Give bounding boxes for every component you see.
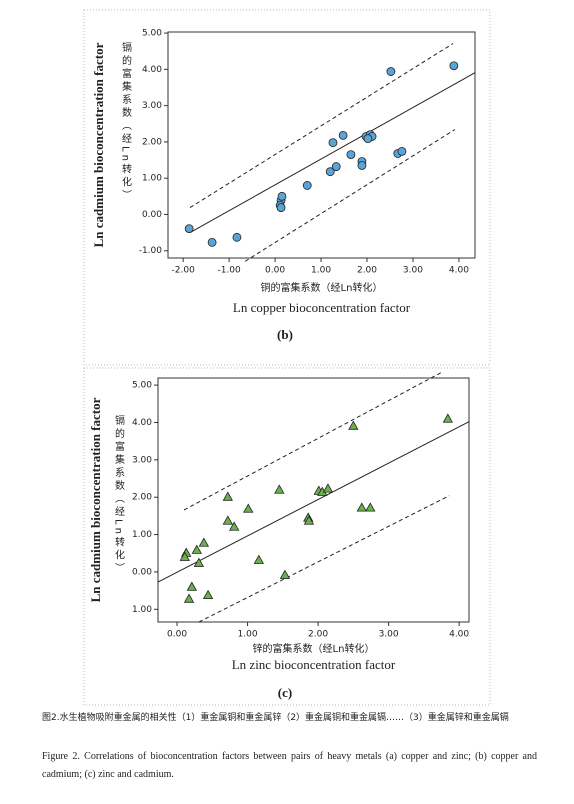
y-tick-label: 5.00 <box>142 29 162 39</box>
point <box>274 484 285 494</box>
y-tick-label: 5.00 <box>132 381 152 391</box>
x-tick-label: 1.00 <box>238 630 258 640</box>
point <box>325 167 335 177</box>
frame-b <box>83 9 491 366</box>
caption-cn: 图2.水生植物吸附重金属的相关性（1）重金属铜和重金属锌（2）重金属铜和重金属镉… <box>42 713 509 723</box>
point <box>222 515 234 525</box>
point <box>253 554 265 564</box>
frame-c <box>83 367 491 706</box>
fit-line <box>183 371 444 511</box>
point <box>183 593 195 603</box>
point <box>363 134 373 144</box>
point <box>191 544 202 554</box>
y-tick-label: 4.00 <box>132 418 152 428</box>
point <box>449 61 459 71</box>
panel-label: (b) <box>277 327 293 342</box>
y-tick-label: 0.00 <box>132 567 152 577</box>
fit-line <box>157 421 470 583</box>
fit-line <box>198 495 450 623</box>
point <box>346 150 356 160</box>
point <box>348 420 359 430</box>
point <box>207 238 217 247</box>
y-tick-label: 3.00 <box>132 455 152 465</box>
point <box>193 557 205 567</box>
x-tick-label: 4.00 <box>449 630 469 640</box>
y-tick-label: 1.00 <box>132 605 152 615</box>
point <box>222 491 234 501</box>
y-tick-label: 1.00 <box>142 174 162 184</box>
y-tick-label: 3.00 <box>142 101 162 111</box>
fit-line <box>189 72 476 234</box>
point <box>228 521 240 531</box>
fit-line <box>189 43 454 209</box>
y-axis-label-en: Ln cadmium bioconcentration factor <box>88 397 103 602</box>
point <box>186 581 198 591</box>
point <box>277 191 287 201</box>
point <box>243 503 254 513</box>
x-axis-label-en: Ln zinc bioconcentration factor <box>232 657 396 672</box>
x-tick-label: -1.00 <box>217 266 241 276</box>
y-axis-label-en: Ln cadmium bioconcentration factor <box>91 42 106 247</box>
point <box>202 589 214 599</box>
point <box>365 502 376 512</box>
point <box>279 569 291 579</box>
y-tick-label: -1.00 <box>139 246 163 256</box>
fit-line <box>244 129 456 262</box>
panel-label: (c) <box>278 685 292 700</box>
x-tick-label: -2.00 <box>172 266 196 276</box>
x-axis-label-cn: 锌的富集系数（经Ln转化） <box>253 642 375 655</box>
point <box>303 515 315 525</box>
x-tick-label: 3.00 <box>403 266 423 276</box>
point <box>338 130 348 140</box>
y-tick-label: 4.00 <box>142 65 162 75</box>
x-tick-label: 2.00 <box>357 266 377 276</box>
point <box>356 502 367 512</box>
x-tick-label: 3.00 <box>379 630 399 640</box>
point <box>357 161 367 170</box>
point <box>386 67 396 76</box>
point <box>232 232 242 242</box>
y-tick-label: 2.00 <box>142 137 162 147</box>
point <box>328 138 338 148</box>
y-tick-label: 2.00 <box>132 493 152 503</box>
x-tick-label: 2.00 <box>308 630 328 640</box>
point <box>184 224 194 234</box>
point <box>331 162 341 171</box>
y-axis-label-cn: 镉的富集系数（经Ln转化） <box>113 414 125 576</box>
x-axis-label-cn: 铜的富集系数（经Ln转化） <box>261 281 383 294</box>
x-axis-label-en: Ln copper bioconcentration factor <box>233 300 411 315</box>
x-tick-label: 4.00 <box>449 266 469 276</box>
point <box>322 483 334 493</box>
plot-area <box>157 377 470 623</box>
point <box>179 551 190 561</box>
point <box>302 181 312 190</box>
caption-en: Figure 2. Correlations of bioconcentrati… <box>42 751 537 780</box>
y-tick-label: 0.00 <box>142 210 162 220</box>
point <box>198 537 210 547</box>
point <box>397 146 407 156</box>
x-tick-label: 0.00 <box>265 266 285 276</box>
point <box>442 413 454 423</box>
frame-border <box>83 9 491 706</box>
y-axis-label-cn: 镉的富集系数（经Ln转化） <box>120 41 132 203</box>
point <box>276 203 286 212</box>
plot-area <box>167 31 476 259</box>
y-tick-label: 1.00 <box>132 530 152 540</box>
x-tick-label: 0.00 <box>167 630 187 640</box>
x-tick-label: 1.00 <box>311 266 331 276</box>
